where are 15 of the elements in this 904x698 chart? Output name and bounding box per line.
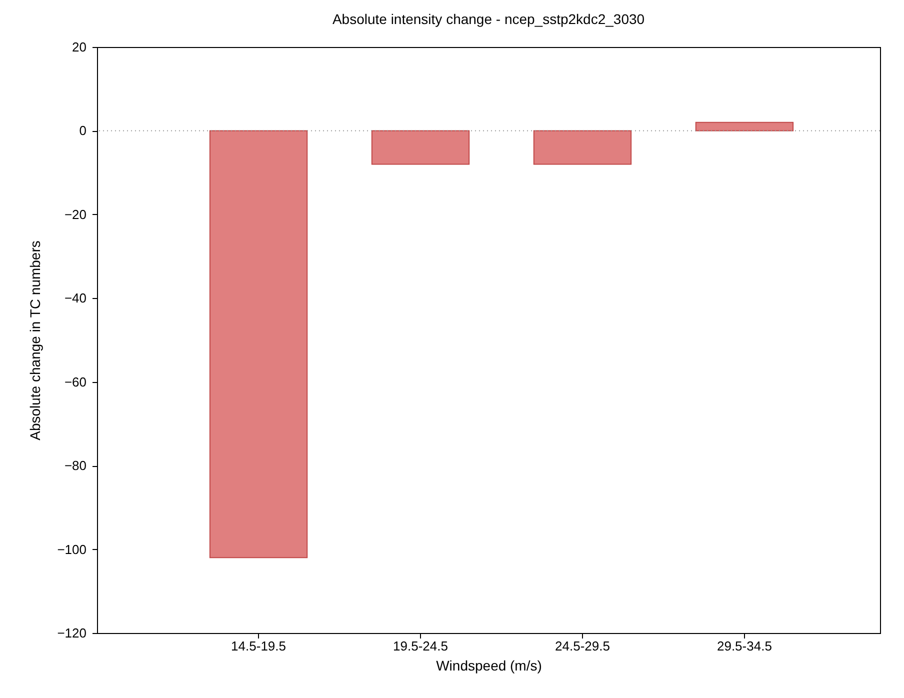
y-tick-label: −60: [64, 374, 86, 390]
y-tick-label: −120: [57, 626, 86, 640]
y-tick-label: −20: [64, 206, 86, 222]
x-tick-label: 29.5-34.5: [716, 638, 772, 654]
x-tick-label: 14.5-19.5: [231, 638, 286, 654]
x-tick-label: 19.5-24.5: [393, 638, 448, 654]
x-tick-label: 24.5-29.5: [555, 638, 610, 654]
y-tick-label: −40: [64, 290, 86, 306]
y-tick-label: 0: [79, 123, 86, 138]
y-tick-label: 20: [72, 40, 86, 54]
y-tick-label: −100: [57, 542, 86, 557]
chart-title: Absolute intensity change - ncep_sstp2kdc2_3030: [332, 11, 645, 27]
y-tick-label: −80: [64, 458, 86, 474]
x-axis-title: Windspeed (m/s): [436, 658, 542, 674]
y-axis-title: Absolute change in TC numbers: [27, 240, 44, 440]
